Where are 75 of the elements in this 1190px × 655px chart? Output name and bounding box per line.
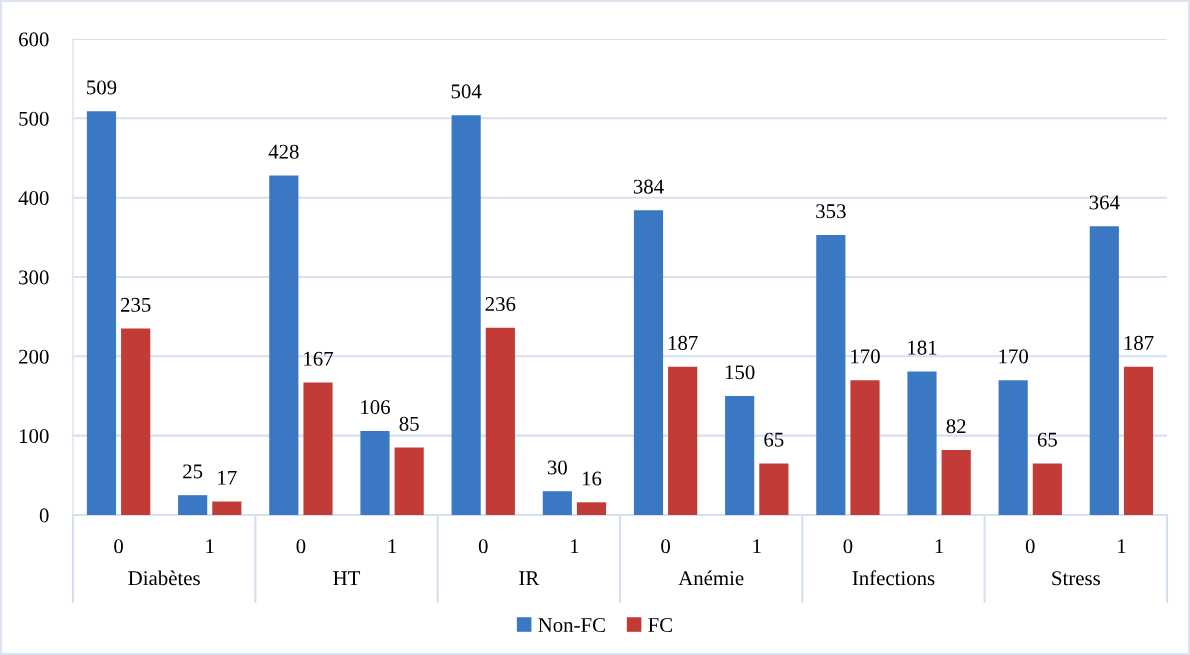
bar bbox=[816, 234, 846, 515]
x-tick-label: 1 bbox=[388, 539, 397, 554]
y-tick-label: 300 bbox=[19, 270, 49, 285]
data-label: 181 bbox=[908, 340, 937, 355]
data-label: 187 bbox=[1124, 335, 1154, 350]
x-tick-label: 1 bbox=[571, 539, 579, 554]
y-tick-label: 500 bbox=[19, 111, 49, 126]
bar bbox=[907, 371, 937, 515]
data-label: 384 bbox=[633, 179, 664, 194]
legend-label: FC bbox=[648, 618, 672, 633]
data-label: 82 bbox=[946, 419, 966, 434]
text: IR bbox=[519, 571, 540, 586]
bar bbox=[1089, 226, 1119, 515]
bar bbox=[1123, 366, 1154, 515]
data-label: 25 bbox=[183, 464, 203, 479]
data-label: 170 bbox=[999, 349, 1028, 364]
data-label: 187 bbox=[668, 335, 698, 350]
data-label: 236 bbox=[485, 297, 516, 312]
bar bbox=[485, 327, 515, 515]
data-label: 235 bbox=[120, 297, 151, 312]
bar bbox=[941, 449, 971, 515]
bar bbox=[759, 463, 789, 515]
x-tick-label: 0 bbox=[478, 539, 488, 554]
x-tick-label: 1 bbox=[1118, 539, 1126, 554]
bar bbox=[451, 115, 481, 515]
data-label: 65 bbox=[1037, 432, 1057, 447]
data-label: 428 bbox=[268, 144, 299, 159]
data-label: 509 bbox=[87, 80, 117, 95]
bar bbox=[394, 447, 424, 515]
bar bbox=[269, 175, 299, 515]
text: Anémie bbox=[678, 570, 744, 586]
x-tick-label: 1 bbox=[753, 539, 761, 554]
y-tick-label: 100 bbox=[19, 429, 49, 444]
data-label: 17 bbox=[218, 470, 237, 485]
bar bbox=[633, 210, 664, 515]
bar bbox=[725, 396, 755, 515]
text: Infections bbox=[852, 570, 935, 586]
x-tick-label: 0 bbox=[661, 539, 670, 554]
text: Stress bbox=[1052, 571, 1100, 586]
bar bbox=[850, 380, 880, 515]
bar bbox=[1032, 463, 1062, 515]
data-label: 106 bbox=[361, 400, 390, 415]
bar bbox=[303, 382, 333, 515]
text: Diabètes bbox=[128, 570, 200, 586]
text: HT bbox=[333, 571, 361, 586]
data-label: 364 bbox=[1089, 195, 1120, 210]
bar bbox=[86, 111, 117, 515]
bar bbox=[542, 491, 572, 515]
bar bbox=[576, 502, 607, 515]
x-tick-label: 0 bbox=[843, 539, 853, 554]
data-label: 30 bbox=[547, 460, 567, 475]
data-label: 170 bbox=[851, 349, 880, 364]
data-label: 167 bbox=[304, 351, 334, 366]
data-label: 150 bbox=[725, 365, 755, 380]
x-tick-label: 0 bbox=[114, 539, 123, 554]
y-tick-label: 400 bbox=[18, 191, 49, 206]
x-tick-label: 0 bbox=[1025, 539, 1035, 554]
data-label: 85 bbox=[399, 416, 419, 431]
bar bbox=[178, 495, 208, 515]
y-tick-label: 0 bbox=[39, 508, 49, 523]
data-label: 504 bbox=[451, 84, 482, 99]
bar bbox=[212, 501, 242, 515]
bar bbox=[121, 328, 151, 515]
x-tick-label: 1 bbox=[935, 539, 944, 554]
bar bbox=[998, 380, 1028, 515]
data-label: 353 bbox=[816, 204, 846, 219]
x-tick-label: 1 bbox=[206, 539, 214, 554]
bar bbox=[360, 430, 390, 515]
legend-label: Non-FC bbox=[538, 618, 605, 633]
bar bbox=[668, 366, 698, 515]
data-label: 65 bbox=[764, 432, 784, 447]
y-tick-label: 200 bbox=[19, 349, 49, 364]
x-tick-label: 0 bbox=[296, 539, 306, 554]
data-label: 16 bbox=[582, 471, 602, 486]
y-tick-label: 600 bbox=[19, 32, 49, 47]
